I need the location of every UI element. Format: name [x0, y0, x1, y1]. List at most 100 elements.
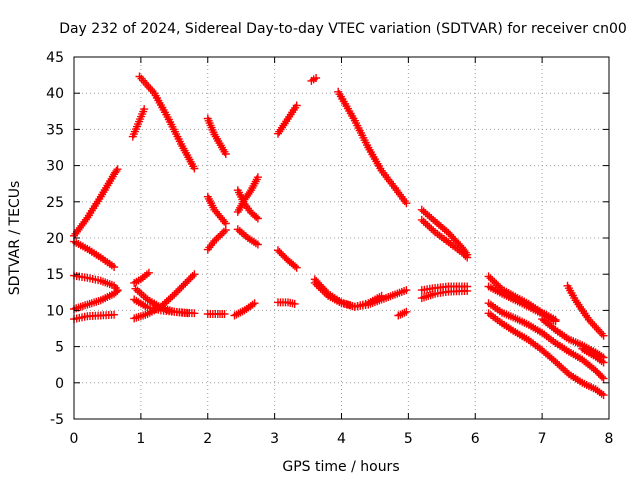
plus-markers: [128, 105, 149, 141]
plus-markers: [203, 192, 230, 228]
series-arc-33: [484, 282, 560, 326]
plus-markers: [233, 225, 262, 249]
series-arc-29: [417, 215, 472, 262]
series-markers: [203, 114, 230, 158]
series-markers: [203, 226, 230, 254]
series-markers: [274, 298, 299, 308]
series-arc-2: [70, 237, 119, 271]
series-markers: [563, 281, 608, 340]
series-markers: [274, 101, 301, 138]
series-markers: [417, 282, 472, 295]
x-tick-label: 1: [136, 431, 145, 447]
series-arc-11: [131, 284, 192, 318]
plus-markers: [230, 299, 259, 320]
x-axis-label: GPS time / hours: [282, 459, 399, 475]
y-tick-label: 15: [46, 267, 64, 283]
plus-markers: [417, 282, 472, 295]
series-arc-12: [203, 114, 230, 158]
y-tick-label: 5: [55, 340, 64, 356]
chart-title: Day 232 of 2024, Sidereal Day-to-day VTE…: [59, 21, 627, 37]
plus-markers: [70, 286, 122, 313]
series-markers: [484, 282, 560, 326]
y-axis-label: SDTVAR / TECUs: [7, 181, 23, 296]
y-tick-label: 20: [46, 231, 64, 247]
series-arc-13: [203, 192, 230, 228]
series-arc-23: [307, 74, 321, 85]
series-arc-28: [417, 205, 472, 259]
x-tick-labels: 0 1 2 3 4 5 6 7 8: [70, 431, 614, 447]
series-markers: [70, 310, 119, 324]
axis-ticks: [73, 56, 610, 420]
y-tick-label: 0: [55, 376, 64, 392]
series-arc-21: [274, 246, 301, 272]
plus-markers: [334, 87, 411, 208]
series-arc-27: [394, 307, 411, 320]
plus-markers: [274, 298, 299, 308]
series-markers: [417, 286, 472, 303]
series-markers: [334, 87, 411, 208]
series-arc-37: [563, 281, 608, 340]
series-arc-18: [233, 225, 262, 249]
plus-markers: [233, 173, 262, 216]
y-tick-label: 35: [46, 122, 64, 138]
x-tick-label: 0: [70, 431, 79, 447]
plus-markers: [274, 101, 301, 138]
plus-markers: [417, 215, 472, 262]
y-tick-label: 30: [46, 159, 64, 175]
series-arc-7: [135, 72, 199, 173]
series-markers: [417, 215, 472, 262]
plus-markers: [131, 284, 192, 318]
series-markers: [307, 74, 321, 85]
plus-markers: [417, 205, 472, 259]
series-arc-4: [70, 286, 122, 313]
series-markers: [203, 192, 230, 228]
series-markers: [484, 299, 608, 383]
plus-markers: [274, 246, 301, 272]
plus-markers: [484, 299, 608, 383]
series-arc-19: [230, 299, 259, 320]
series-arc-24: [334, 87, 411, 208]
series-arc-1: [70, 165, 122, 240]
x-tick-label: 4: [337, 431, 346, 447]
y-tick-label: 45: [46, 50, 64, 66]
x-tick-label: 7: [538, 431, 547, 447]
series-markers: [130, 268, 153, 287]
series-arc-22: [274, 298, 299, 308]
plus-markers: [70, 237, 119, 271]
data-series: [70, 72, 608, 400]
plus-markers: [203, 114, 230, 158]
plus-markers: [394, 307, 411, 320]
series-arc-6: [128, 105, 149, 141]
plus-markers: [135, 72, 199, 173]
series-markers: [70, 237, 119, 271]
series-markers: [70, 286, 122, 313]
x-tick-label: 8: [605, 431, 614, 447]
series-markers: [131, 284, 192, 318]
series-markers: [230, 299, 259, 320]
series-markers: [310, 278, 386, 311]
plus-markers: [310, 278, 386, 311]
series-arc-34: [484, 299, 608, 383]
plus-markers: [578, 344, 608, 367]
series-markers: [128, 105, 149, 141]
series-arc-14: [203, 226, 230, 254]
grid-lines: [74, 57, 609, 419]
y-tick-label: -5: [50, 412, 64, 428]
series-markers: [203, 310, 229, 318]
series-arc-5: [70, 310, 119, 324]
series-markers: [233, 225, 262, 249]
series-arc-35: [484, 309, 608, 400]
plus-markers: [70, 310, 119, 324]
series-markers: [417, 205, 472, 259]
x-tick-label: 3: [270, 431, 279, 447]
y-tick-label: 10: [46, 303, 64, 319]
plus-markers: [484, 282, 560, 326]
series-arc-20: [274, 101, 301, 138]
plus-markers: [70, 165, 122, 240]
series-arc-16: [233, 186, 262, 223]
plus-markers: [484, 309, 608, 400]
plus-markers: [203, 226, 230, 254]
y-tick-label: 40: [46, 86, 64, 102]
series-markers: [394, 307, 411, 320]
series-arc-31: [417, 286, 472, 303]
